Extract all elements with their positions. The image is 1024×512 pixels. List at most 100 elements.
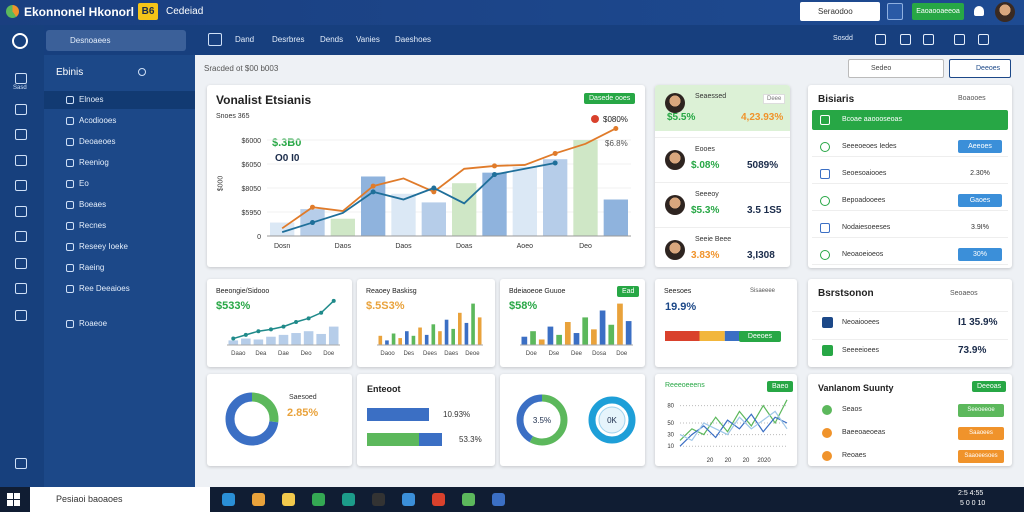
tab[interactable]: Desrbres	[272, 35, 305, 44]
start-button[interactable]	[7, 493, 20, 506]
nav-icon[interactable]	[15, 283, 27, 294]
tab[interactable]: Dends	[320, 35, 344, 44]
list-row[interactable]: Eooes $.08% 5089%	[655, 137, 790, 181]
x-tick-label: Doe	[616, 351, 628, 357]
icon-button[interactable]	[887, 3, 903, 20]
search[interactable]: Seraodoo	[800, 2, 880, 21]
toolbar-icon[interactable]	[923, 34, 934, 45]
row-label: Seeeeioees	[842, 347, 879, 354]
button[interactable]: Eaoaooaeeoa	[912, 3, 964, 20]
point	[231, 336, 236, 341]
list-row[interactable]: Seaos Seeoeeoe	[812, 400, 1008, 420]
list-row[interactable]: Seaessed $5.5% 4,23.93%	[655, 85, 790, 131]
tab-icon[interactable]	[208, 33, 222, 46]
nav-item[interactable]: Reseey Ioeke	[44, 238, 195, 256]
row-label: Bepoadooees	[842, 197, 886, 204]
list-row[interactable]: Neoaiooees I1 35.9%	[812, 311, 1008, 333]
bell[interactable]	[974, 6, 984, 16]
badge[interactable]: Deeoas	[972, 381, 1007, 392]
bar-label: 10.93%	[443, 410, 471, 419]
nav-item[interactable]: Raeing	[44, 259, 195, 277]
tab[interactable]: Daeshoes	[395, 35, 432, 44]
nav-item[interactable]: Ree Deeaioes	[44, 280, 195, 298]
nav-icon[interactable]	[15, 104, 27, 115]
app-icon[interactable]	[402, 493, 415, 506]
list-row[interactable]: Reoaes Saaoeesoes	[812, 446, 1008, 466]
list-row[interactable]: Nodaiesoeeses 3.9I%	[812, 218, 1008, 238]
app-icon[interactable]	[462, 493, 475, 506]
nav-icon[interactable]	[15, 458, 27, 469]
filter[interactable]: Sedeo	[848, 59, 944, 78]
app-icon[interactable]	[222, 493, 235, 506]
nav-icon[interactable]	[15, 206, 27, 217]
nav-item[interactable]: Deoaeoes	[44, 133, 195, 151]
toolbar-icon[interactable]	[954, 34, 965, 45]
point	[310, 204, 315, 210]
search[interactable]: Desnoaees	[46, 30, 186, 51]
card: Bsrstsonon Seoaeos Neoaiooees I1 35.9% Seeee…	[808, 279, 1012, 367]
nav-item[interactable]: Recnes	[44, 217, 195, 235]
nav-icon[interactable]	[15, 129, 27, 140]
app-icon[interactable]	[372, 493, 385, 506]
list-row[interactable]: Neoaoeioeos 30%	[812, 245, 1008, 265]
tab[interactable]: Vanies	[356, 35, 380, 44]
list-row[interactable]: Seeeeioees 73.9%	[812, 339, 1008, 361]
badge[interactable]: Ead	[617, 286, 640, 297]
section-header[interactable]: Ebinis	[56, 67, 84, 78]
toolbar-icon[interactable]	[900, 34, 911, 45]
toolbar-right[interactable]: Sosdd	[833, 35, 853, 42]
tab[interactable]: Dand	[235, 35, 255, 44]
x-tick-label: Dosn	[274, 243, 290, 250]
list-row[interactable]: Seeeoy $5.3% 3.5 1S5	[655, 182, 790, 226]
toolbar-icon[interactable]	[875, 34, 886, 45]
app-icon[interactable]	[492, 493, 505, 506]
nav-icon[interactable]	[15, 231, 27, 242]
point	[552, 160, 558, 166]
app-icon[interactable]	[282, 493, 295, 506]
chart: Doe Dse Dee Dosa Doe	[520, 303, 633, 357]
badge[interactable]: Baeo	[767, 381, 794, 392]
row-value: 73.9%	[958, 345, 987, 356]
nav-item[interactable]: Boeaes	[44, 196, 195, 214]
app-icon[interactable]	[342, 493, 355, 506]
list-row[interactable]: Seeeoeoes Iedes Aeeoes	[812, 137, 1008, 157]
badge[interactable]: Dasede ooes	[584, 93, 636, 104]
nav-item[interactable]: Acodiooes	[44, 112, 195, 130]
nav-item[interactable]: Roaeoe	[44, 315, 195, 333]
toolbar-icon[interactable]	[978, 34, 989, 45]
nav-item[interactable]: Reeniog	[44, 154, 195, 172]
badge[interactable]: Deeoes	[739, 331, 781, 342]
dropdown[interactable]: Seoaeos	[950, 290, 978, 297]
badge[interactable]: B6	[138, 3, 158, 20]
row-label: Reoaes	[842, 452, 867, 459]
search[interactable]: Pesiaoi baoaoes	[30, 487, 210, 512]
nav-icon[interactable]	[15, 180, 27, 191]
tab[interactable]: Cedeiad	[166, 6, 204, 17]
bar	[521, 336, 528, 345]
app-icon[interactable]	[312, 493, 325, 506]
bar-segment	[724, 331, 741, 341]
clock: 2:5 4:55	[958, 490, 984, 497]
list-row[interactable]: Bepoadooees Gaoes	[812, 191, 1008, 211]
app-icon[interactable]	[432, 493, 445, 506]
list-row[interactable]: Baeeoaeoeas Saaoees	[812, 423, 1008, 443]
avatar[interactable]	[995, 2, 1015, 22]
list-row[interactable]: Bcoae aaoooseoas	[812, 110, 1008, 130]
dropdown[interactable]: Boaooes	[958, 95, 986, 102]
filter-button[interactable]: Deeoes	[949, 59, 1011, 78]
nav-icon[interactable]	[15, 310, 27, 321]
nav-item[interactable]: Elnoes	[44, 91, 195, 109]
nav-icon[interactable]	[15, 155, 27, 166]
dropdown[interactable]: Sisaeeee	[750, 288, 776, 294]
nav-icon[interactable]	[15, 258, 27, 269]
card: 3.5% 0K	[500, 374, 645, 466]
nav-item[interactable]: Eo	[44, 175, 195, 193]
list-row[interactable]: Seeie Beee 3.83% 3,I308	[655, 227, 790, 267]
nav-icon[interactable]	[15, 73, 27, 84]
row-icon	[822, 428, 832, 438]
app-icon[interactable]	[252, 493, 265, 506]
bar	[573, 140, 598, 236]
list-row[interactable]: Seoesoaiooes 2.30%	[812, 164, 1008, 184]
annotation: $080%	[603, 115, 628, 124]
badge[interactable]: Deee	[763, 94, 786, 104]
